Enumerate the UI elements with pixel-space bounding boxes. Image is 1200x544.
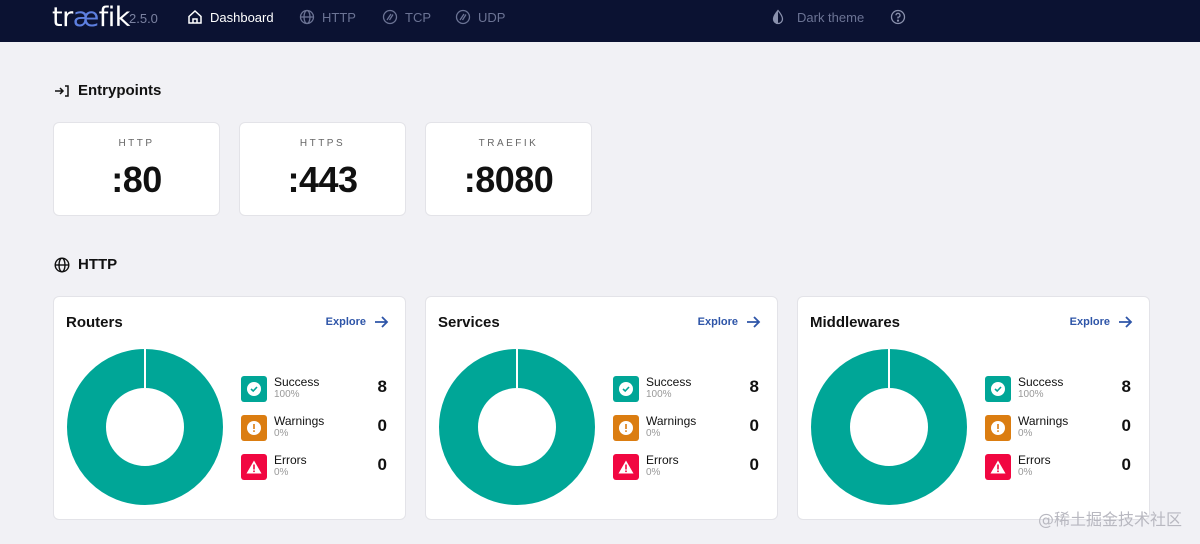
routers-donut-chart [67,349,223,505]
success-stat: Success 100% 8 [241,375,391,410]
middlewares-donut-chart [811,349,967,505]
contrast-icon [772,9,784,25]
arrow-right-icon [747,316,761,328]
warnings-stat: Warnings 0% 0 [613,414,763,449]
error-icon [241,454,267,480]
nav-tcp[interactable]: TCP [382,9,431,25]
home-icon [188,9,202,24]
watermark: @稀土掘金技术社区 [1037,510,1182,529]
warnings-stat: Warnings 0% 0 [985,414,1135,449]
top-navbar: træfik 2.5.0 Dashboard HTTP TCP UDP Dark… [0,0,1200,42]
warnings-stat: Warnings 0% 0 [241,414,391,449]
services-card: Services Explore Success 100% 8 Warnings… [425,296,778,520]
success-icon [241,376,267,402]
help-icon [890,9,906,25]
arrow-right-icon [375,316,389,328]
errors-stat: Errors 0% 0 [241,453,391,488]
login-icon [55,84,69,97]
entrypoint-card-https: HTTPS :443 [239,122,406,216]
nav-udp[interactable]: UDP [455,9,505,25]
middlewares-card: Middlewares Explore Success 100% 8 Warni… [797,296,1150,520]
success-stat: Success 100% 8 [985,375,1135,410]
errors-stat: Errors 0% 0 [985,453,1135,488]
services-donut-chart [439,349,595,505]
warning-icon [613,415,639,441]
explore-middlewares-link[interactable]: Explore [1070,315,1133,329]
entrypoint-card-traefik: TRAEFIK :8080 [425,122,592,216]
globe-icon [299,9,315,25]
error-icon [985,454,1011,480]
tcp-icon [382,9,398,25]
warning-icon [241,415,267,441]
udp-icon [455,9,471,25]
entrypoints-heading: Entrypoints [54,82,161,99]
error-icon [613,454,639,480]
explore-services-link[interactable]: Explore [698,315,761,329]
arrow-right-icon [1119,316,1133,328]
http-heading: HTTP [54,256,117,273]
success-stat: Success 100% 8 [613,375,763,410]
help-button[interactable] [890,9,906,25]
traefik-logo[interactable]: træfik [52,2,130,33]
routers-card: Routers Explore Success 100% 8 Warnings … [53,296,406,520]
warning-icon [985,415,1011,441]
globe-icon [54,256,70,273]
nav-http[interactable]: HTTP [299,9,356,25]
nav-dashboard[interactable]: Dashboard [187,9,274,25]
success-icon [613,376,639,402]
errors-stat: Errors 0% 0 [613,453,763,488]
version-label: 2.5.0 [129,11,158,26]
success-icon [985,376,1011,402]
dark-theme-toggle[interactable]: Dark theme [770,9,864,25]
entrypoint-card-http: HTTP :80 [53,122,220,216]
explore-routers-link[interactable]: Explore [326,315,389,329]
